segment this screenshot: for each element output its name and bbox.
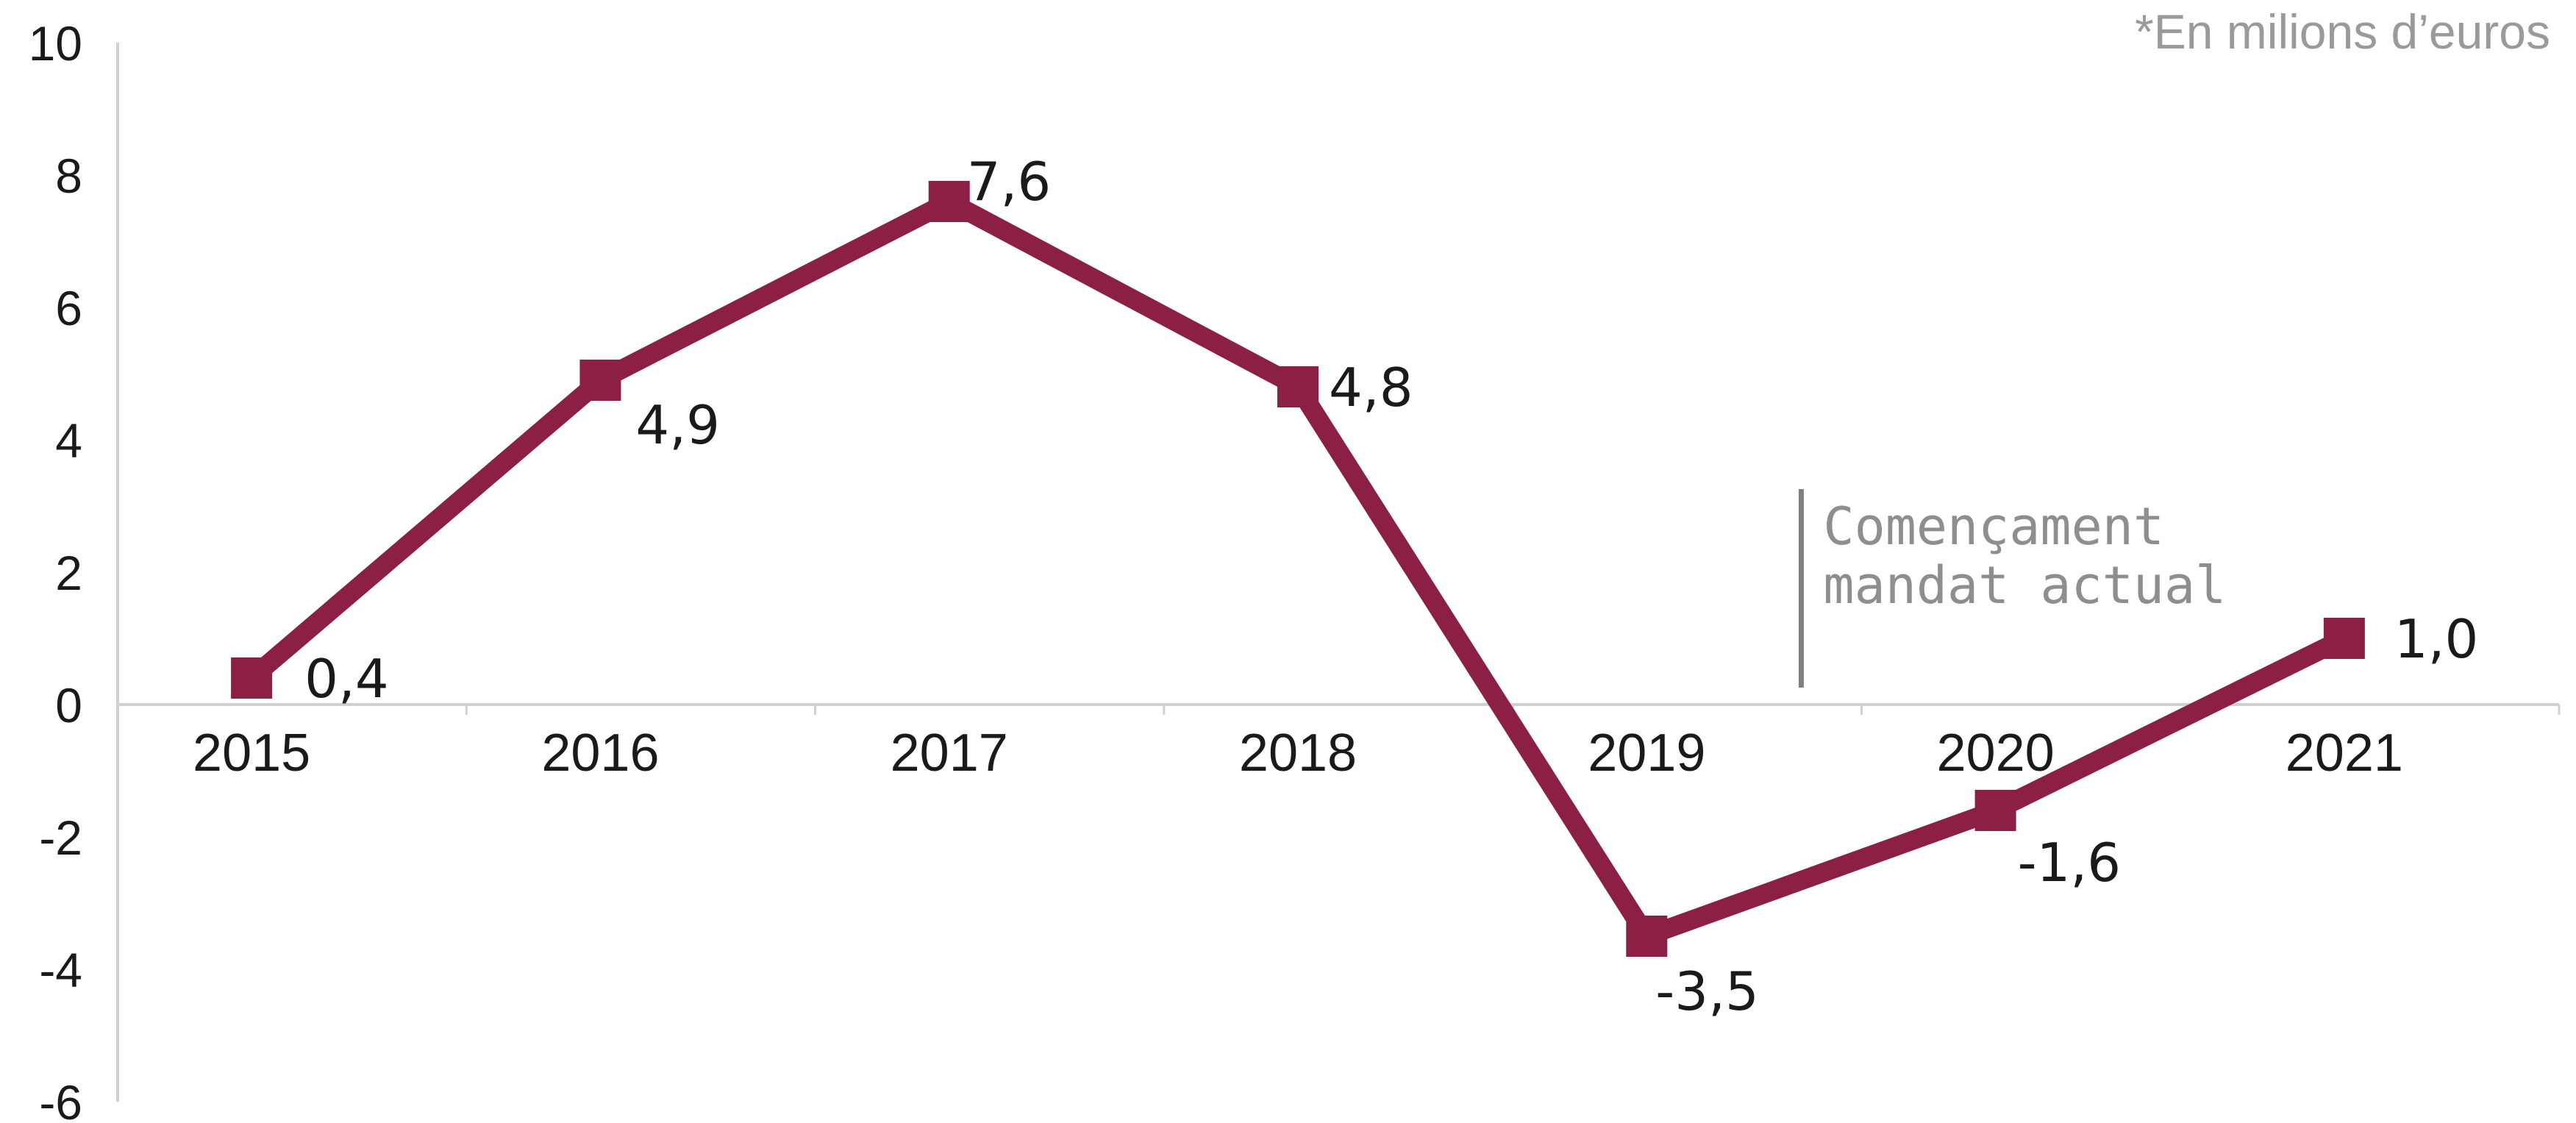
data-label: -3,5 bbox=[1655, 960, 1758, 1022]
data-label: 4,8 bbox=[1329, 357, 1413, 418]
data-labels: 0,4 4,9 7,6 4,8 -3,5 -1,6 1,0 bbox=[304, 151, 2478, 1022]
x-tick-label: 2017 bbox=[891, 724, 1008, 782]
x-tick-label: 2019 bbox=[1588, 724, 1705, 782]
data-point-marker bbox=[1974, 790, 2016, 831]
annotation-text: mandat actual bbox=[1823, 555, 2226, 616]
y-tick-label: 0 bbox=[55, 678, 82, 732]
y-tick-label: -2 bbox=[39, 810, 82, 865]
x-tick-label: 2021 bbox=[2286, 724, 2403, 782]
data-label: 7,6 bbox=[967, 151, 1052, 213]
data-point-marker bbox=[2323, 618, 2365, 659]
annotation-text: Començament bbox=[1823, 496, 2164, 557]
x-axis: 2015 2016 2017 2018 2019 2020 2021 bbox=[118, 703, 2561, 782]
y-tick-label: 4 bbox=[55, 413, 82, 468]
y-axis: 10 8 6 4 2 0 -2 -4 -6 bbox=[29, 16, 119, 1123]
y-tick-label: -6 bbox=[39, 1075, 82, 1123]
data-point-marker bbox=[1277, 366, 1319, 407]
y-tick-label: 10 bbox=[29, 16, 82, 71]
x-tick-label: 2020 bbox=[1936, 724, 2054, 782]
x-tick-label: 2018 bbox=[1239, 724, 1357, 782]
series-line bbox=[231, 181, 2365, 957]
data-label: 4,9 bbox=[635, 394, 720, 456]
x-tick-label: 2016 bbox=[541, 724, 659, 782]
y-tick-label: 6 bbox=[55, 281, 82, 335]
y-tick-label: 2 bbox=[55, 546, 82, 600]
data-label: 0,4 bbox=[304, 648, 389, 710]
unit-note: *En milions d’euros bbox=[2135, 4, 2550, 59]
data-label: -1,6 bbox=[2018, 832, 2121, 894]
y-tick-label: 8 bbox=[55, 149, 82, 203]
y-tick-label: -4 bbox=[39, 943, 82, 997]
x-tick-label: 2015 bbox=[193, 724, 310, 782]
data-point-marker bbox=[579, 360, 621, 401]
data-point-marker bbox=[231, 657, 273, 699]
data-point-marker bbox=[1626, 916, 1668, 957]
data-point-marker bbox=[928, 181, 970, 222]
data-label: 1,0 bbox=[2394, 608, 2479, 670]
